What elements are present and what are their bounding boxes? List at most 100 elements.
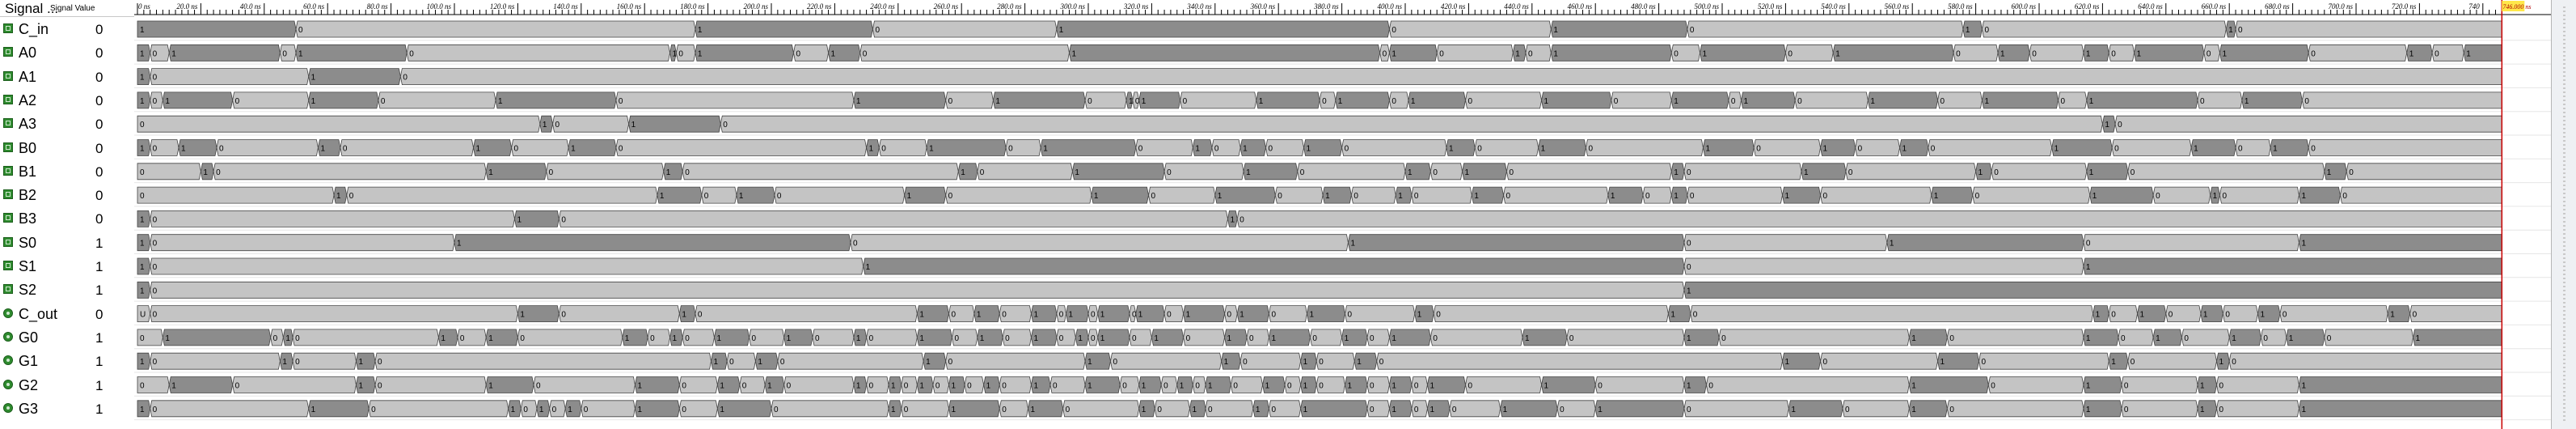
segment-value: 1	[995, 97, 1000, 106]
segment-value: 1	[2089, 168, 2094, 177]
segment-value: 1	[2000, 49, 2005, 58]
waveform-segment	[356, 352, 376, 370]
waveform-segment	[356, 376, 376, 393]
segment-value: 1	[698, 49, 703, 58]
waveform-segment	[2219, 44, 2309, 62]
segment-value: 1	[1503, 406, 1508, 414]
time-ruler[interactable]	[134, 0, 2551, 15]
waveform-segment	[1683, 281, 2502, 299]
waveform-segment	[2257, 305, 2281, 323]
waveform-segment	[1408, 91, 1466, 109]
segment-value: 0	[1693, 311, 1698, 320]
waveform-segment	[2118, 329, 2154, 346]
segment-value: 1	[171, 49, 176, 58]
waveform-segment	[783, 376, 855, 393]
signal-row-c_out[interactable]: C_out 0	[0, 302, 134, 326]
segment-value: 0	[1208, 406, 1213, 414]
time-tick-label: 580.0 ns	[1948, 2, 1973, 11]
waveform-segment	[137, 210, 151, 227]
segment-value: 1	[625, 334, 630, 343]
waveform-segment	[279, 352, 293, 370]
panel-splitter[interactable]	[2551, 0, 2576, 429]
segment-value: 1	[140, 97, 145, 106]
signal-row-g2[interactable]: G2 1	[0, 373, 134, 397]
waveform-segment	[2286, 329, 2325, 346]
signal-row-b1[interactable]: B1 0	[0, 159, 134, 184]
waveform-segment	[682, 163, 959, 181]
segment-value: 0	[2032, 49, 2037, 58]
time-tick-label: 400.0 ns	[1377, 2, 1402, 11]
cursor-time-label: 746.000 ns	[2502, 3, 2531, 11]
waveform-panel[interactable]: 0 ns 20.0 ns 40.0 ns 60.0 ns 80.0 ns 100.0 ns…	[134, 0, 2551, 429]
signal-name: A0	[19, 45, 37, 62]
signal-value: 0	[95, 117, 103, 133]
signal-value-column-header[interactable]: Signal Value	[50, 4, 95, 13]
waveform-segment	[1348, 234, 1685, 252]
waveform-segment	[2152, 186, 2211, 204]
waveform-segment	[137, 163, 201, 181]
waveform-segment	[1801, 163, 1847, 181]
segment-value: 0	[1509, 168, 1514, 177]
segment-value: 0	[952, 311, 956, 320]
segment-value: 0	[1528, 49, 1533, 58]
signal-row-a3[interactable]: A3 0	[0, 112, 134, 136]
signal-value: 0	[95, 140, 103, 156]
signal-row-s0[interactable]: S0 1	[0, 231, 134, 255]
waveform-segment	[2083, 400, 2122, 418]
signal-row-s2[interactable]: S2 1	[0, 278, 134, 302]
input-signal-icon	[3, 189, 13, 200]
signal-row-s1[interactable]: S1 1	[0, 254, 134, 278]
signal-row-a0[interactable]: A0 0	[0, 40, 134, 65]
waveform-segment	[1541, 376, 1596, 393]
waveform-segment	[1265, 139, 1304, 156]
segment-value: 1	[1239, 311, 1244, 320]
waveform-segment	[1366, 400, 1390, 418]
segment-value: 0	[1433, 168, 1438, 177]
segment-value: 1	[919, 334, 924, 343]
signal-name-column-header[interactable]: Signal ...	[5, 1, 59, 16]
segment-value: 0	[1214, 145, 1219, 154]
segment-value: 0	[1379, 358, 1384, 367]
waveform-segment	[964, 376, 985, 393]
segment-value: 0	[1167, 168, 1172, 177]
signal-row-b0[interactable]: B0 0	[0, 136, 134, 160]
segment-value: 0	[1113, 358, 1117, 367]
signal-row-a2[interactable]: A2 0	[0, 88, 134, 113]
signal-row-g1[interactable]: G1 1	[0, 349, 134, 373]
segment-value: 1	[929, 145, 934, 154]
segment-value: 0	[678, 49, 683, 58]
segment-value: 1	[1784, 358, 1789, 367]
waveform-segment	[866, 376, 889, 393]
waveform-segment	[1820, 186, 1932, 204]
signal-row-g0[interactable]: G0 1	[0, 325, 134, 350]
signal-row-g3[interactable]: G3 1	[0, 397, 134, 421]
segment-value: 0	[1239, 215, 1244, 224]
signal-row-a1[interactable]: A1 0	[0, 65, 134, 89]
signal-row-b2[interactable]: B2 0	[0, 183, 134, 207]
segment-value: 0	[1157, 406, 1162, 414]
time-tick-label: 280.0 ns	[997, 2, 1022, 11]
segment-value: 1	[1100, 311, 1105, 320]
signal-row-c_in[interactable]: C_in 0	[0, 17, 134, 41]
time-tick-label: 440.0 ns	[1504, 2, 1529, 11]
signal-row-b3[interactable]: B3 0	[0, 206, 134, 231]
time-tick-label: 140.0 ns	[553, 2, 578, 11]
segment-value: 0	[2311, 145, 2316, 154]
